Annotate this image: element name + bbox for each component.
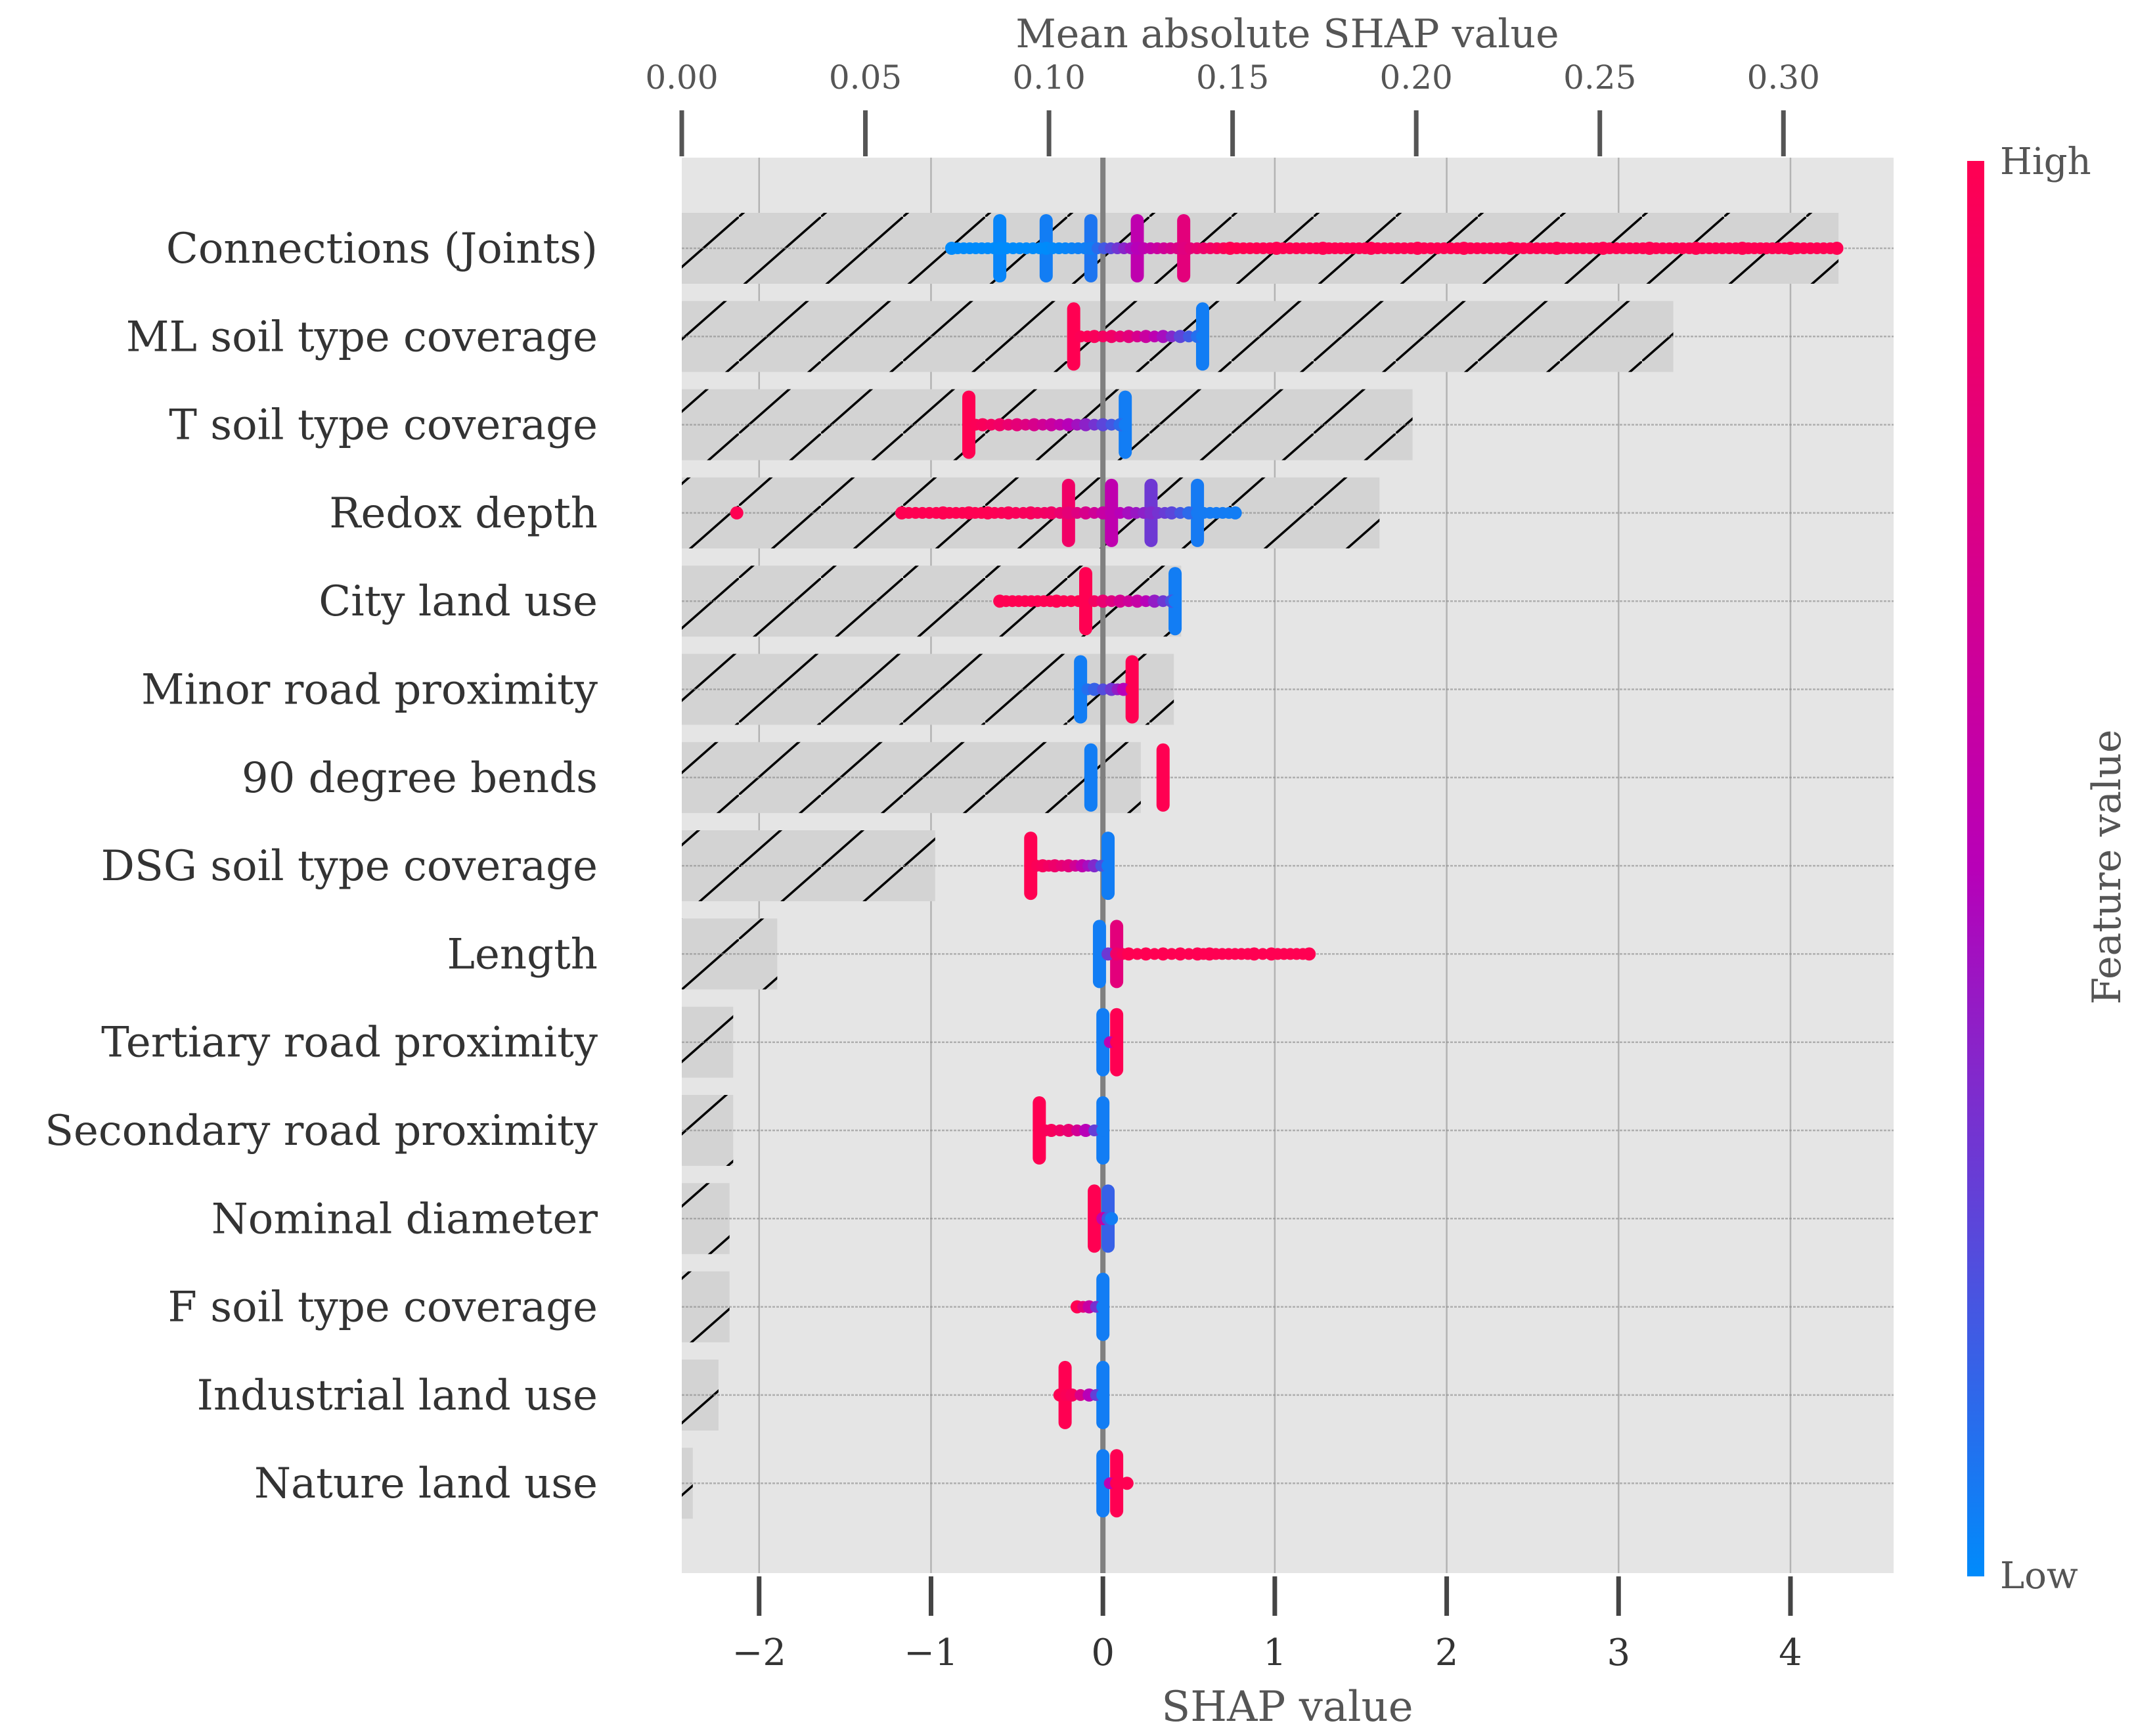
- x-tick-label: −2: [732, 1632, 786, 1674]
- shap-points: [730, 214, 1844, 1518]
- top-axis-label: Mean absolute SHAP value: [1015, 11, 1559, 57]
- shap-point: [975, 418, 989, 432]
- feature-labels: Connections (Joints) ML soil type coverag…: [45, 225, 598, 1508]
- feature-label: Redox depth: [329, 489, 598, 538]
- feature-label: Minor road proximity: [141, 666, 598, 715]
- shap-point: [1147, 594, 1161, 608]
- shap-point: [1228, 506, 1242, 520]
- shap-point: [1139, 330, 1153, 344]
- shap-point: [1088, 682, 1101, 696]
- top-axis: 0.00 0.05 0.10 0.15 0.20 0.25 0.30: [645, 58, 1820, 156]
- feature-label: Length: [447, 930, 598, 979]
- shap-point: [1010, 418, 1024, 432]
- shap-point: [1113, 594, 1127, 608]
- colorbar: High Low Feature value: [1967, 141, 2130, 1597]
- shap-point: [1165, 506, 1178, 520]
- shap-point: [1084, 770, 1098, 784]
- shap-point: [1079, 1124, 1092, 1137]
- colorbar-high-label: High: [2000, 141, 2091, 183]
- feature-label: F soil type coverage: [168, 1283, 598, 1332]
- feature-label: ML soil type coverage: [126, 313, 598, 361]
- shap-point: [1061, 1124, 1075, 1137]
- shap-point: [1139, 947, 1153, 961]
- shap-point: [1247, 947, 1261, 961]
- top-tick-label: 0.05: [829, 58, 902, 97]
- shap-point: [1061, 506, 1075, 520]
- feature-label: City land use: [319, 577, 598, 626]
- colorbar-gradient: [1967, 161, 1984, 1576]
- feature-label: Nature land use: [254, 1459, 598, 1508]
- feature-label: Connections (Joints): [166, 225, 598, 273]
- top-tick-label: 0.25: [1563, 58, 1636, 97]
- shap-point: [1173, 947, 1187, 961]
- shap-point: [1302, 947, 1316, 961]
- shap-point: [1130, 594, 1144, 608]
- shap-point: [1096, 1300, 1110, 1314]
- shap-point: [1061, 418, 1075, 432]
- shap-point: [1156, 330, 1170, 344]
- shap-point: [1044, 1124, 1058, 1137]
- x-tick-label: 2: [1435, 1632, 1459, 1674]
- shap-point: [1110, 1477, 1124, 1490]
- shap-point: [1120, 1477, 1134, 1490]
- shap-point: [1079, 418, 1092, 432]
- top-tick-label: 0.20: [1380, 58, 1453, 97]
- shap-point: [1027, 418, 1041, 432]
- top-tick-label: 0.00: [645, 58, 718, 97]
- feature-label: Secondary road proximity: [45, 1107, 598, 1155]
- shap-point: [1156, 770, 1170, 784]
- shap-point: [993, 418, 1007, 432]
- shap-point: [1079, 594, 1092, 608]
- shap-point: [1168, 594, 1182, 608]
- colorbar-low-label: Low: [2000, 1555, 2078, 1597]
- colorbar-title: Feature value: [2084, 730, 2130, 1005]
- feature-label: Nominal diameter: [211, 1195, 598, 1243]
- shap-point: [730, 506, 744, 520]
- shap-point: [1110, 1035, 1124, 1049]
- shap-point: [1088, 330, 1101, 344]
- shap-point: [1065, 1388, 1079, 1402]
- shap-point: [1173, 330, 1187, 344]
- shap-point: [1044, 506, 1058, 520]
- x-tick-label: 3: [1607, 1632, 1630, 1674]
- shap-point: [1105, 506, 1119, 520]
- top-tick-label: 0.10: [1012, 58, 1085, 97]
- shap-point: [1096, 418, 1110, 432]
- x-tick-label: 1: [1263, 1632, 1287, 1674]
- x-tick-label: 4: [1779, 1632, 1802, 1674]
- shap-point: [1105, 330, 1119, 344]
- feature-label: DSG soil type coverage: [101, 842, 598, 891]
- top-tick-label: 0.15: [1196, 58, 1269, 97]
- feature-label: T soil type coverage: [169, 401, 598, 450]
- shap-point: [1195, 330, 1209, 344]
- shap-point: [1096, 1124, 1110, 1137]
- shap-point: [1096, 1388, 1110, 1402]
- bottom-axis: −2 −1 0 1 2 3 4: [732, 1576, 1802, 1674]
- feature-label: Tertiary road proximity: [101, 1019, 598, 1067]
- shap-point: [1101, 859, 1115, 873]
- top-tick-label: 0.30: [1747, 58, 1820, 97]
- shap-point: [1119, 418, 1132, 432]
- shap-point: [1122, 947, 1136, 961]
- shap-point: [1830, 242, 1844, 255]
- x-tick-label: 0: [1091, 1632, 1115, 1674]
- shap-point: [1079, 506, 1092, 520]
- shap-point: [1125, 682, 1139, 696]
- shap-point: [1122, 330, 1136, 344]
- feature-label: Industrial land use: [197, 1371, 598, 1420]
- shap-point: [1044, 418, 1058, 432]
- shap-point: [1156, 947, 1170, 961]
- x-tick-label: −1: [904, 1632, 958, 1674]
- shap-point: [1105, 1212, 1119, 1226]
- x-axis-label: SHAP value: [1161, 1683, 1413, 1731]
- feature-label: 90 degree bends: [242, 754, 598, 803]
- shap-point: [1096, 594, 1110, 608]
